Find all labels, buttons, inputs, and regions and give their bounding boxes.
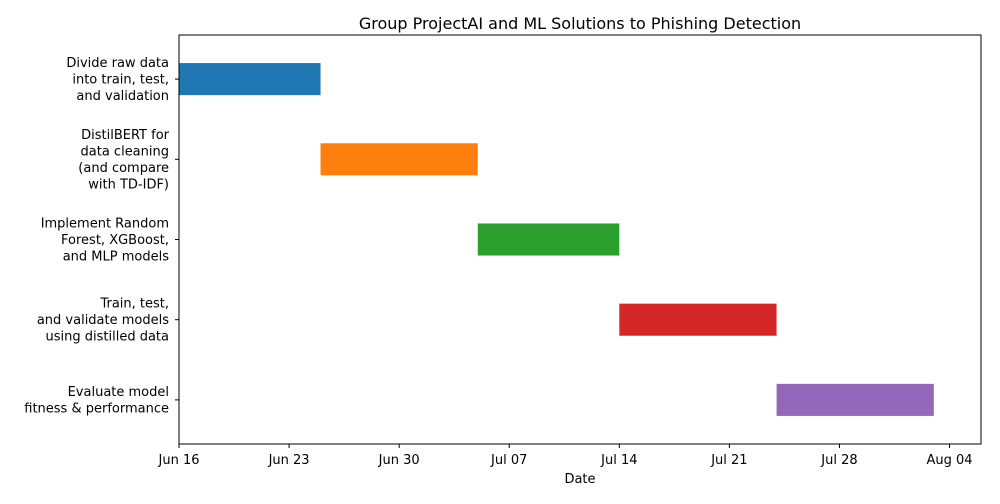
x-tick-label-2: Jun 23	[268, 453, 310, 468]
task-label-1: Divide raw data into train, test, and vali…	[66, 56, 169, 104]
task-label-line: with TD-IDF)	[88, 178, 169, 193]
task-label-line: Evaluate model	[68, 385, 169, 400]
task-bar-2	[320, 143, 478, 176]
plot-frame	[178, 34, 982, 445]
x-axis: Jun 16 Jun 23 Jun 30 Jul 07 Jul 14 Jul 21 Jul …	[158, 444, 973, 468]
task-bar-4	[619, 303, 777, 336]
task-label-line: data cleaning	[81, 145, 169, 160]
x-axis-label: Date	[564, 472, 595, 487]
x-tick-label-6: Jul 21	[710, 453, 747, 468]
task-label-line: fitness & performance	[24, 402, 169, 417]
task-label-line: Implement Random	[41, 217, 169, 232]
task-label-line: Divide raw data	[66, 56, 169, 71]
task-label-line: Train, test,	[99, 297, 169, 312]
x-tick-label-7: Jul 28	[820, 453, 857, 468]
x-tick-label-1: Jun 16	[158, 453, 200, 468]
task-label-5: Evaluate model fitness & performance	[24, 385, 169, 417]
task-label-line: and validate models	[37, 313, 169, 328]
chart-title: Group ProjectAI and ML Solutions to Phis…	[359, 14, 801, 33]
x-tick-label-8: Aug 04	[927, 453, 973, 468]
task-label-line: and MLP models	[63, 250, 169, 265]
x-tick-label-3: Jun 30	[378, 453, 420, 468]
task-label-3: Implement Random Forest, XGBoost, and MLP …	[41, 217, 170, 265]
y-axis: Divide raw data into train, test, and vali…	[24, 56, 179, 417]
bars-layer	[179, 63, 934, 416]
task-bar-3	[477, 223, 620, 256]
task-label-4: Train, test, and validate models using dis…	[37, 297, 169, 345]
task-label-2: DistilBERT for data cleaning (and compare w…	[78, 128, 169, 193]
task-label-line: into train, test,	[72, 73, 169, 88]
task-bar-1	[179, 63, 321, 96]
x-tick-label-4: Jul 07	[490, 453, 527, 468]
task-label-line: DistilBERT for	[81, 128, 170, 143]
task-label-line: (and compare	[78, 161, 169, 176]
task-label-line: Forest, XGBoost,	[61, 233, 169, 248]
task-label-line: using distilled data	[46, 330, 169, 345]
task-label-line: and validation	[76, 89, 169, 104]
task-bar-5	[776, 383, 934, 416]
x-tick-label-5: Jul 14	[600, 453, 637, 468]
